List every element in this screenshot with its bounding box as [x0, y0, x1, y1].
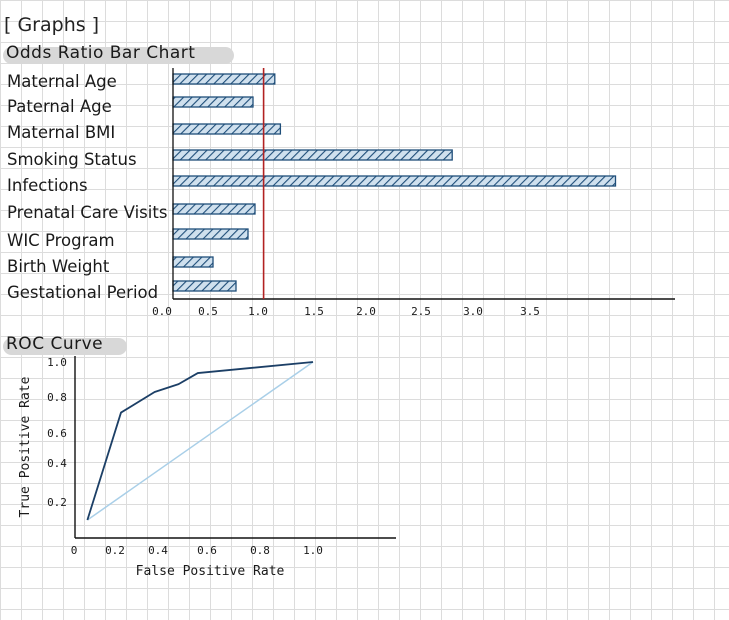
x-tick-label: 1.5 [304, 305, 324, 318]
category-label: Birth Weight [7, 257, 110, 276]
x-tick-label: 0.5 [198, 305, 218, 318]
x-tick-label: 2.5 [411, 305, 431, 318]
roc-curve-chart: 0 0.2 0.4 0.6 0.8 1.0 0.2 0.4 0.6 0.8 1.0 False Pos… [18, 356, 396, 579]
roc-x-tick-label: 0.4 [148, 544, 168, 557]
roc-diagonal-line [86, 361, 314, 521]
roc-chart-title-highlight [3, 338, 127, 355]
roc-x-tick-label: 1.0 [303, 544, 323, 557]
roc-x-tick-label: 0 [71, 544, 78, 557]
x-tick-label: 3.5 [520, 305, 540, 318]
category-label: Paternal Age [7, 97, 112, 116]
category-label: Infections [7, 176, 88, 195]
bar-chart-title-highlight [3, 47, 234, 64]
odds-ratio-bar-chart: Maternal Age Paternal Age Maternal BMI Smok… [7, 68, 675, 318]
roc-y-axis-title: True Positive Rate [18, 376, 33, 517]
x-tick-label: 2.0 [356, 305, 376, 318]
category-label: Prenatal Care Visits [7, 203, 167, 222]
roc-x-axis-title: False Positive Rate [136, 564, 285, 579]
bar [172, 149, 453, 161]
bar [172, 280, 237, 292]
category-label: Smoking Status [7, 150, 137, 169]
category-label: Gestational Period [7, 283, 158, 302]
roc-chart-title: ROC Curve [6, 334, 104, 354]
bar [172, 256, 214, 268]
category-label: Maternal BMI [7, 123, 115, 142]
x-tick-label: 0.0 [152, 305, 172, 318]
bar-chart-title: Odds Ratio Bar Chart [6, 43, 196, 63]
category-label: WIC Program [7, 231, 115, 250]
roc-y-tick-label: 0.4 [47, 457, 67, 470]
bar [172, 175, 617, 187]
roc-curve-line [86, 361, 314, 521]
category-label: Maternal Age [7, 72, 117, 91]
roc-y-tick-label: 1.0 [47, 356, 67, 369]
section-title: [ Graphs ] [4, 14, 100, 36]
bar [172, 96, 254, 108]
roc-x-tick-label: 0.6 [197, 544, 217, 557]
roc-y-tick-label: 0.2 [47, 496, 67, 509]
bar [172, 73, 276, 85]
bar [172, 203, 256, 215]
roc-y-tick-label: 0.8 [47, 391, 67, 404]
roc-x-tick-label: 0.2 [105, 544, 125, 557]
bar [172, 228, 249, 240]
roc-y-tick-label: 0.6 [47, 427, 67, 440]
x-tick-label: 3.0 [463, 305, 483, 318]
roc-x-tick-label: 0.8 [250, 544, 270, 557]
x-tick-label: 1.0 [248, 305, 268, 318]
